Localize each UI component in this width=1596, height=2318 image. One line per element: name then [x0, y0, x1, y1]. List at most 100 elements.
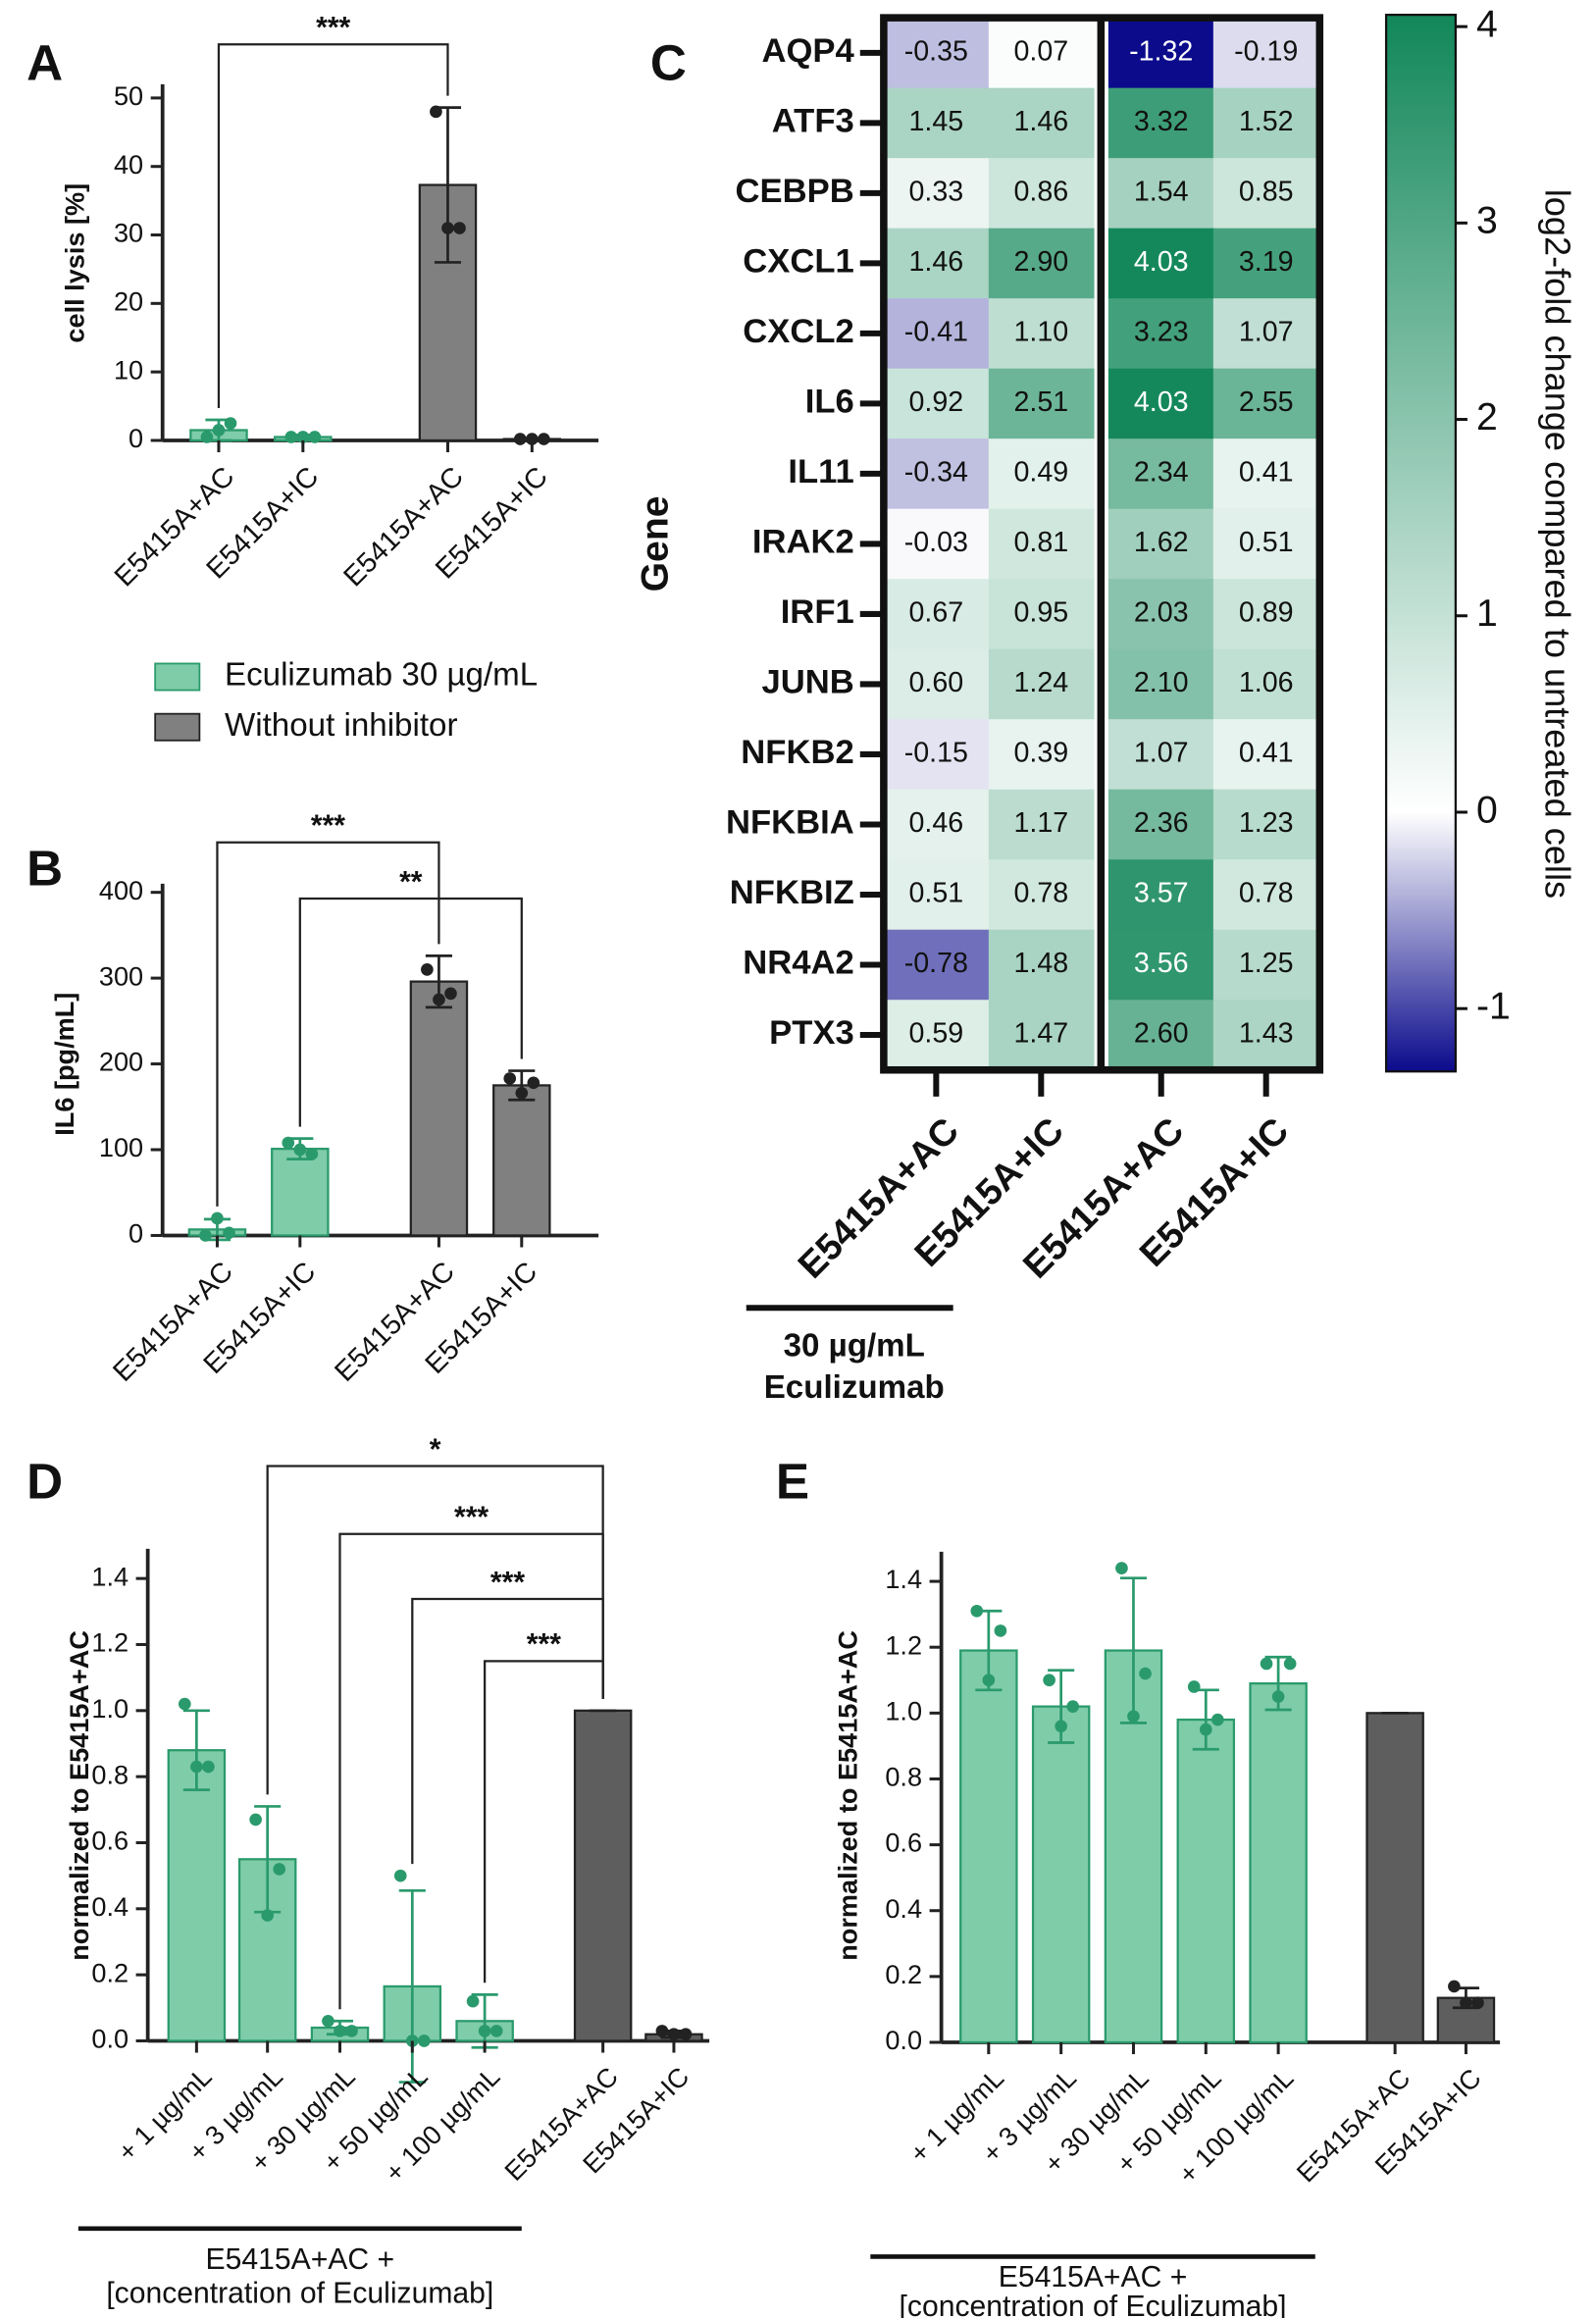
- group-label: Eculizumab: [764, 1369, 945, 1406]
- row-label: NFKB2: [741, 734, 853, 771]
- heatmap-cell: [988, 859, 1095, 931]
- data-point: [1055, 1720, 1067, 1733]
- group-label: [concentration of Eculizumab]: [900, 2291, 1287, 2318]
- heatmap-cell: [988, 228, 1095, 299]
- y-axis-label: cell lysis [%]: [59, 183, 89, 343]
- heatmap-cell: [883, 648, 990, 720]
- heatmap-cell: [1212, 579, 1320, 650]
- heatmap-cell: [1212, 719, 1320, 791]
- heatmap-cell: [988, 789, 1095, 860]
- row-label: NFKBIZ: [730, 874, 854, 911]
- data-point: [1066, 1700, 1080, 1713]
- heatmap-cell: [988, 929, 1095, 1001]
- heatmap-cell: [988, 18, 1095, 89]
- cell-label: 2.60: [1134, 1018, 1189, 1050]
- data-point: [212, 424, 226, 437]
- y-tick-label: 0.8: [91, 1759, 129, 1789]
- data-point: [1211, 1713, 1224, 1726]
- y-axis-label: Gene: [635, 495, 677, 592]
- cell-label: 0.59: [909, 1018, 964, 1050]
- row-label: CEBPB: [736, 173, 854, 210]
- bar: [409, 980, 469, 1237]
- significance-bracket: [217, 43, 449, 408]
- data-point: [284, 431, 298, 443]
- data-point: [1460, 1996, 1472, 2010]
- cell-label: 2.51: [1013, 386, 1068, 418]
- cell-label: 1.17: [1013, 807, 1068, 839]
- y-tick-label: 0.8: [885, 1762, 922, 1792]
- data-point: [224, 417, 237, 430]
- data-point: [223, 1226, 235, 1240]
- colorbar-tick-label: 4: [1476, 3, 1498, 45]
- panel-label: E: [776, 1454, 809, 1510]
- cell-label: 0.39: [1013, 738, 1068, 769]
- row-label: NFKBIA: [726, 804, 854, 842]
- data-point: [1127, 1710, 1140, 1724]
- significance-label: ***: [454, 1502, 489, 1534]
- heatmap-cell: [1212, 789, 1320, 860]
- bar: [492, 1084, 551, 1237]
- y-tick-label: 0.2: [91, 1957, 129, 1987]
- data-point: [503, 1072, 517, 1085]
- heatmap-cell: [1212, 228, 1320, 299]
- heatmap-cell: [883, 158, 990, 230]
- y-tick-label: 1.2: [91, 1627, 129, 1658]
- data-point: [994, 1624, 1007, 1637]
- data-point: [513, 433, 527, 445]
- heatmap-cell: [988, 298, 1095, 370]
- cell-label: 3.19: [1239, 246, 1294, 278]
- data-point: [1043, 1674, 1055, 1687]
- data-point: [334, 2025, 346, 2037]
- bar: [1176, 1718, 1236, 2044]
- heatmap-cell: [883, 18, 990, 89]
- significance-bracket: [298, 897, 523, 1127]
- y-tick-label: 1.0: [91, 1693, 129, 1724]
- heatmap-cell: [1107, 859, 1215, 931]
- cell-label: 2.03: [1134, 596, 1189, 628]
- data-point: [421, 963, 434, 976]
- heatmap-cell: [988, 508, 1095, 580]
- data-point: [515, 1086, 529, 1100]
- heatmap-cell: [883, 298, 990, 370]
- bar: [1249, 1681, 1308, 2044]
- heatmap-cell: [988, 579, 1095, 650]
- heatmap-cell: [988, 87, 1095, 159]
- heatmap-cell: [988, 158, 1095, 230]
- significance-bracket: [338, 1532, 604, 2010]
- data-point: [478, 2025, 491, 2037]
- y-tick-label: 10: [114, 354, 143, 385]
- significance-label: **: [399, 866, 423, 899]
- heatmap-cell: [988, 438, 1095, 510]
- heatmap-cell: [1107, 438, 1215, 510]
- heatmap-cell: [1107, 87, 1215, 159]
- cell-label: 3.32: [1134, 106, 1189, 137]
- heatmap-cell: [1107, 228, 1215, 299]
- data-point: [1283, 1657, 1297, 1671]
- data-point: [393, 1869, 407, 1882]
- cell-label: 0.78: [1013, 878, 1068, 909]
- heatmap-cell: [1212, 87, 1320, 159]
- cell-label: 1.43: [1239, 1018, 1294, 1050]
- cell-label: 0.60: [909, 667, 964, 698]
- error-bar: [182, 1709, 210, 1791]
- colorbar-tick-label: 2: [1476, 396, 1498, 438]
- heatmap-cell: [883, 789, 990, 860]
- bar: [573, 1709, 633, 2042]
- group-label: E5415A+AC +: [999, 2261, 1188, 2293]
- heatmap-cell: [988, 1000, 1095, 1071]
- colorbar-label: log2-fold change compared to untreated c…: [1537, 189, 1577, 899]
- data-point: [1448, 1980, 1461, 1993]
- cell-label: -0.34: [904, 456, 968, 488]
- y-tick-label: 0.4: [91, 1891, 129, 1922]
- bar: [271, 1148, 330, 1237]
- heatmap-cell: [1212, 1000, 1320, 1071]
- heatmap-cell: [883, 859, 990, 931]
- cell-label: -0.41: [904, 316, 968, 347]
- y-tick-label: 20: [114, 285, 143, 316]
- heatmap-cell: [1107, 158, 1215, 230]
- cell-label: 0.07: [1013, 35, 1068, 67]
- heatmap-cell: [988, 719, 1095, 791]
- heatmap-cell: [883, 1000, 990, 1071]
- heatmap-cell: [1212, 648, 1320, 720]
- heatmap-cell: [1107, 719, 1215, 791]
